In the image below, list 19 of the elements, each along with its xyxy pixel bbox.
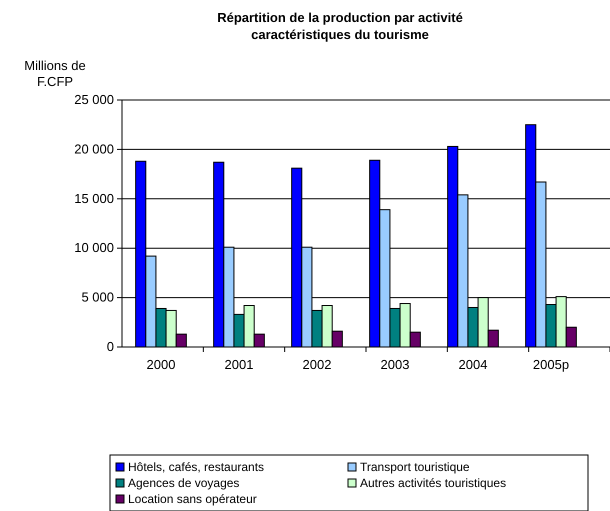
x-tick-label: 2000 (146, 357, 176, 372)
y-tick-label: 5 000 (81, 290, 114, 305)
x-tick-label: 2003 (380, 357, 410, 372)
y-tick-label: 0 (106, 339, 114, 354)
x-tick-label: 2001 (224, 357, 254, 372)
y-tick-label: 15 000 (74, 190, 114, 206)
x-tick-label: 2005p (532, 357, 570, 372)
y-tick-label: 20 000 (74, 141, 114, 156)
legend-label: Agences de voyages (128, 476, 240, 490)
legend-label: Hôtels, cafés, restaurants (128, 460, 264, 474)
legend-label: Autres activités touristiques (360, 476, 506, 490)
y-tick-label: 10 000 (74, 240, 114, 256)
legend-label: Location sans opérateur (128, 492, 257, 506)
y-tick-label: 25 000 (74, 92, 114, 107)
x-tick-label: 2002 (302, 357, 332, 372)
legend-label: Transport touristique (360, 460, 470, 474)
chart-title: Répartition de la production par activité caractéristiques du tourisme (217, 10, 463, 42)
y-axis-title: Millions de F.CFP (24, 58, 86, 89)
x-tick-label: 2004 (458, 357, 488, 372)
